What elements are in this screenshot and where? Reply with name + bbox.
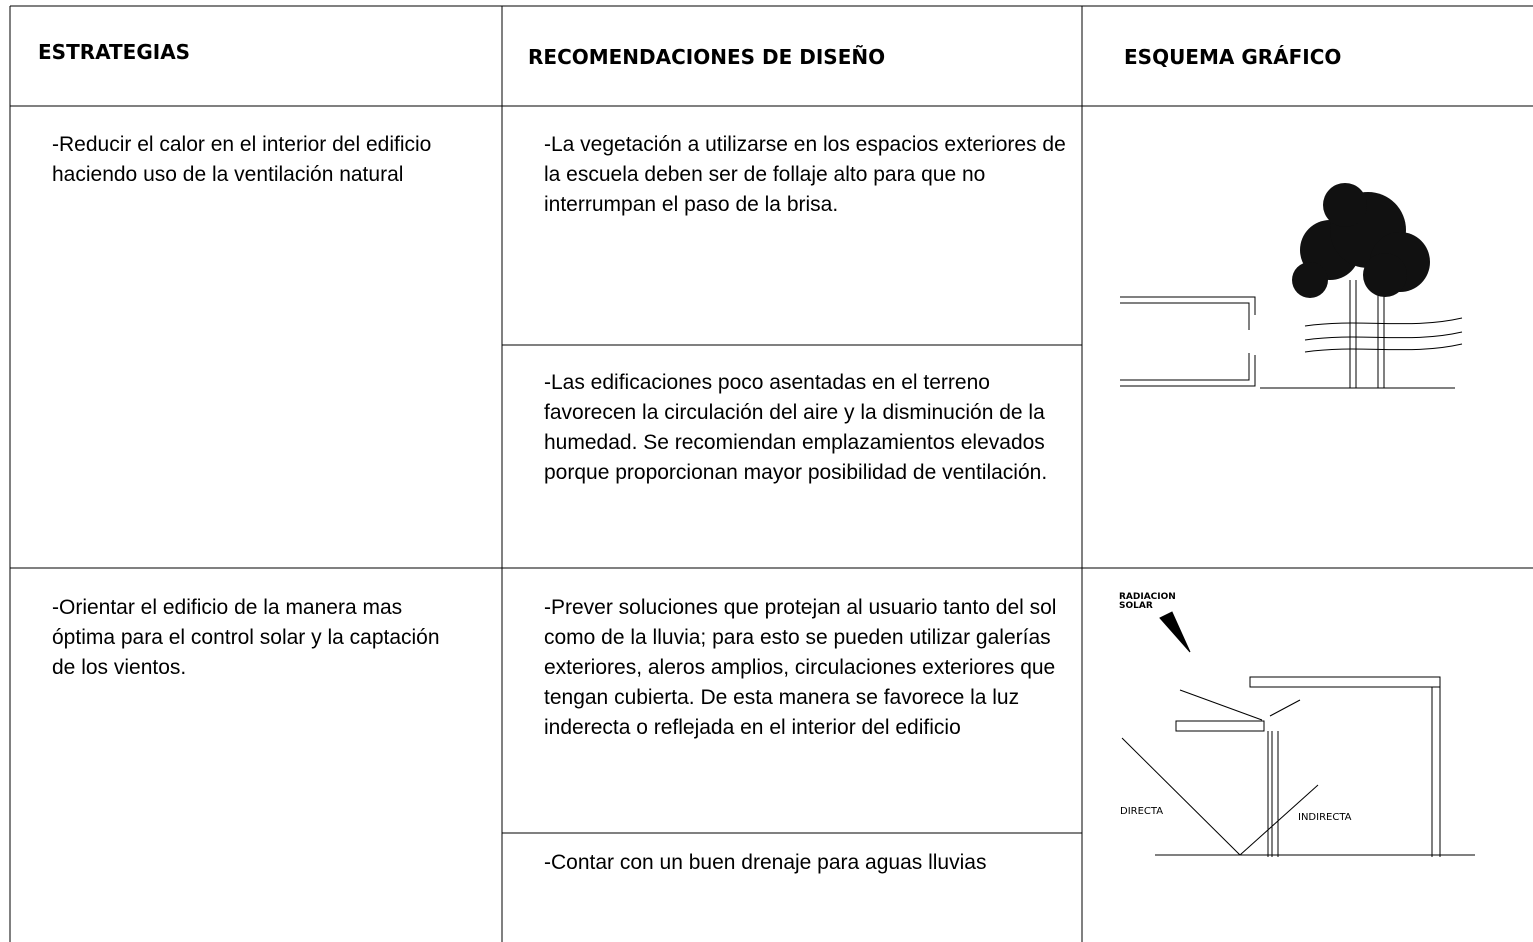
- diagram-label: RADIACION SOLAR: [1119, 592, 1176, 611]
- recommendation-text: -Contar con un buen drenaje para aguas l…: [544, 851, 987, 874]
- strategy-text: -Reducir el calor en el interior del edi…: [52, 133, 432, 186]
- recommendation-text: -Prever soluciones que protejan al usuar…: [544, 596, 1057, 739]
- solar-diagram: [1121, 611, 1475, 857]
- header-cell: ESTRATEGIAS: [38, 40, 191, 64]
- diagram-label: INDIRECTA: [1298, 812, 1352, 823]
- header-cell: ESQUEMA GRÁFICO: [1124, 45, 1342, 69]
- recommendation-text: -La vegetación a utilizarse en los espac…: [544, 133, 1066, 216]
- diagram-label: DIRECTA: [1120, 806, 1164, 817]
- ventilation-diagram: [1120, 183, 1463, 389]
- recommendation-text: -Las edificaciones poco asentadas en el …: [544, 371, 1048, 484]
- header-cell: RECOMENDACIONES DE DISEÑO: [528, 45, 886, 69]
- strategy-text: -Orientar el edificio de la manera mas ó…: [52, 596, 440, 679]
